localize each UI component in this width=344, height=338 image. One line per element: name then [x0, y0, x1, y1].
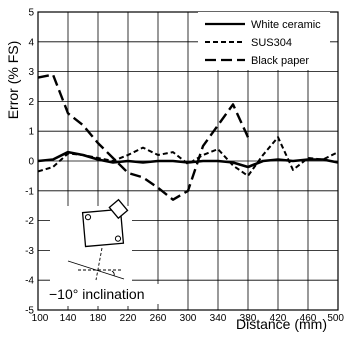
y-tick-label: 2 — [28, 97, 34, 108]
inclination-angle-arc — [111, 270, 115, 277]
y-axis-ticks: 5 4 3 2 1 0 -1 -2 -3 -4 -5 — [25, 8, 34, 317]
series-lines — [37, 73, 339, 201]
x-tick-label: 260 — [150, 313, 167, 324]
annotation-background — [44, 284, 164, 304]
x-tick-label: 420 — [270, 313, 287, 324]
y-tick-label: -3 — [25, 246, 34, 257]
x-tick-label: 220 — [120, 313, 137, 324]
x-tick-label: 340 — [210, 313, 227, 324]
y-tick-label: 3 — [28, 67, 34, 78]
x-tick-label: 300 — [180, 313, 197, 324]
y-tick-label: -2 — [25, 216, 34, 227]
x-tick-label: 100 — [32, 313, 49, 324]
sensor-icon — [81, 208, 125, 248]
legend-background — [198, 12, 330, 70]
x-axis-title: Distance (mm) — [236, 316, 327, 332]
y-tick-label: 5 — [28, 8, 34, 19]
x-tick-label: 500 — [327, 313, 344, 324]
inclination-annotation: −10° inclination — [49, 286, 145, 302]
y-axis-title: Error (% FS) — [5, 41, 21, 120]
legend-label-black-paper: Black paper — [251, 55, 309, 67]
legend-label-white-ceramic: White ceramic — [251, 19, 321, 31]
legend: White ceramic SUS304 Black paper — [198, 12, 330, 70]
y-tick-label: -4 — [25, 276, 34, 287]
series-line-black-paper — [37, 73, 250, 201]
sensor-beam-nozzle-icon — [108, 198, 129, 220]
y-tick-label: -1 — [25, 186, 34, 197]
x-axis-ticks: 100 140 180 220 260 300 340 380 420 460 500 — [32, 313, 344, 324]
series-line-sus304 — [37, 136, 339, 177]
legend-label-sus304: SUS304 — [251, 37, 292, 49]
x-tick-label: 140 — [60, 313, 77, 324]
x-tick-label: 460 — [300, 313, 317, 324]
inclined-target-line — [67, 260, 125, 280]
beam-axis-line — [95, 247, 103, 281]
x-tick-label: 380 — [240, 313, 257, 324]
y-tick-label: 1 — [28, 127, 34, 138]
y-tick-label: -5 — [25, 306, 34, 317]
y-tick-label: 0 — [28, 157, 34, 168]
y-tick-label: 4 — [28, 37, 34, 48]
x-tick-label: 180 — [90, 313, 107, 324]
